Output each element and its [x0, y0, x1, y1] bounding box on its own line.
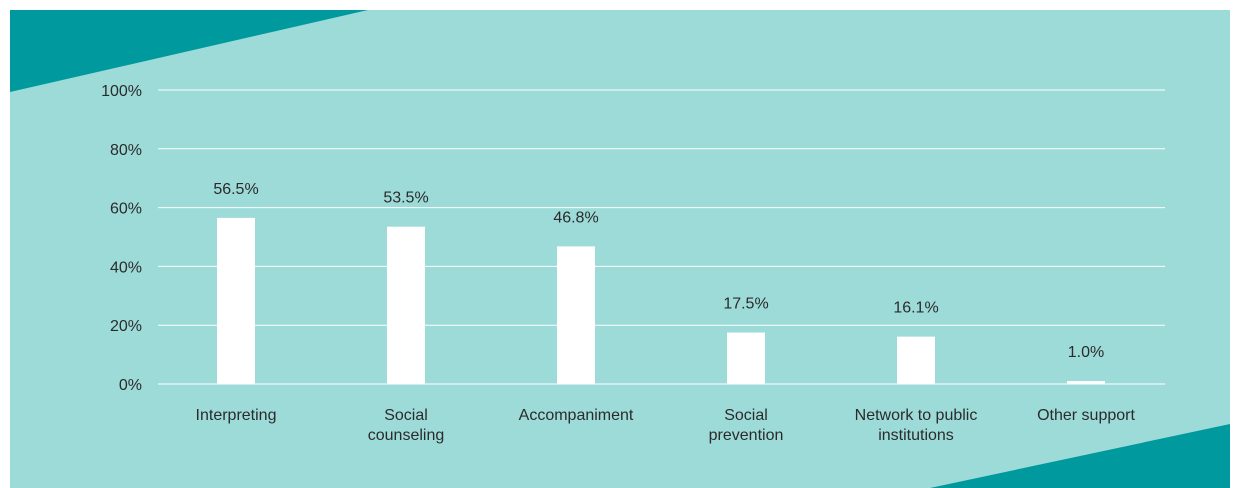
y-axis-tick-labels: 0% 20% 40% 60% 80% 100% [101, 83, 142, 394]
bar [897, 336, 935, 384]
y-tick-label: 100% [101, 83, 142, 100]
y-tick-label: 60% [110, 201, 142, 218]
bar-chart: 0% 20% 40% 60% 80% 100% 56.5% 53.5% 46.8% 17.5% 1… [10, 10, 1230, 488]
value-label: 17.5% [723, 296, 768, 313]
x-category-label: Social counseling [368, 407, 445, 444]
gridlines [158, 89, 1165, 385]
y-tick-label: 0% [119, 377, 142, 394]
x-category-label: Social prevention [709, 407, 784, 444]
value-label: 1.0% [1068, 344, 1104, 361]
bar [387, 226, 425, 384]
x-category-label: Network to public institutions [855, 407, 978, 444]
y-tick-label: 40% [110, 259, 142, 276]
value-label: 56.5% [213, 181, 258, 198]
x-category-label: Interpreting [196, 407, 277, 424]
x-axis-category-labels: Interpreting Social counseling Accompanimen… [196, 407, 1136, 444]
corner-accent-top-left [10, 10, 368, 92]
chart-panel: 0% 20% 40% 60% 80% 100% 56.5% 53.5% 46.8% 17.5% 1… [10, 10, 1230, 488]
x-category-label: Accompaniment [519, 407, 634, 424]
y-tick-label: 80% [110, 142, 142, 159]
bar [727, 332, 765, 384]
bar [217, 217, 255, 384]
value-label: 53.5% [383, 190, 428, 207]
corner-accent-bottom-right [930, 424, 1230, 488]
value-labels: 56.5% 53.5% 46.8% 17.5% 16.1% 1.0% [213, 181, 1104, 361]
bar [1067, 381, 1105, 384]
value-label: 46.8% [553, 209, 598, 226]
value-label: 16.1% [893, 300, 938, 317]
bars [217, 217, 1105, 384]
bar [557, 246, 595, 384]
x-category-label: Other support [1037, 407, 1135, 424]
y-tick-label: 20% [110, 318, 142, 335]
